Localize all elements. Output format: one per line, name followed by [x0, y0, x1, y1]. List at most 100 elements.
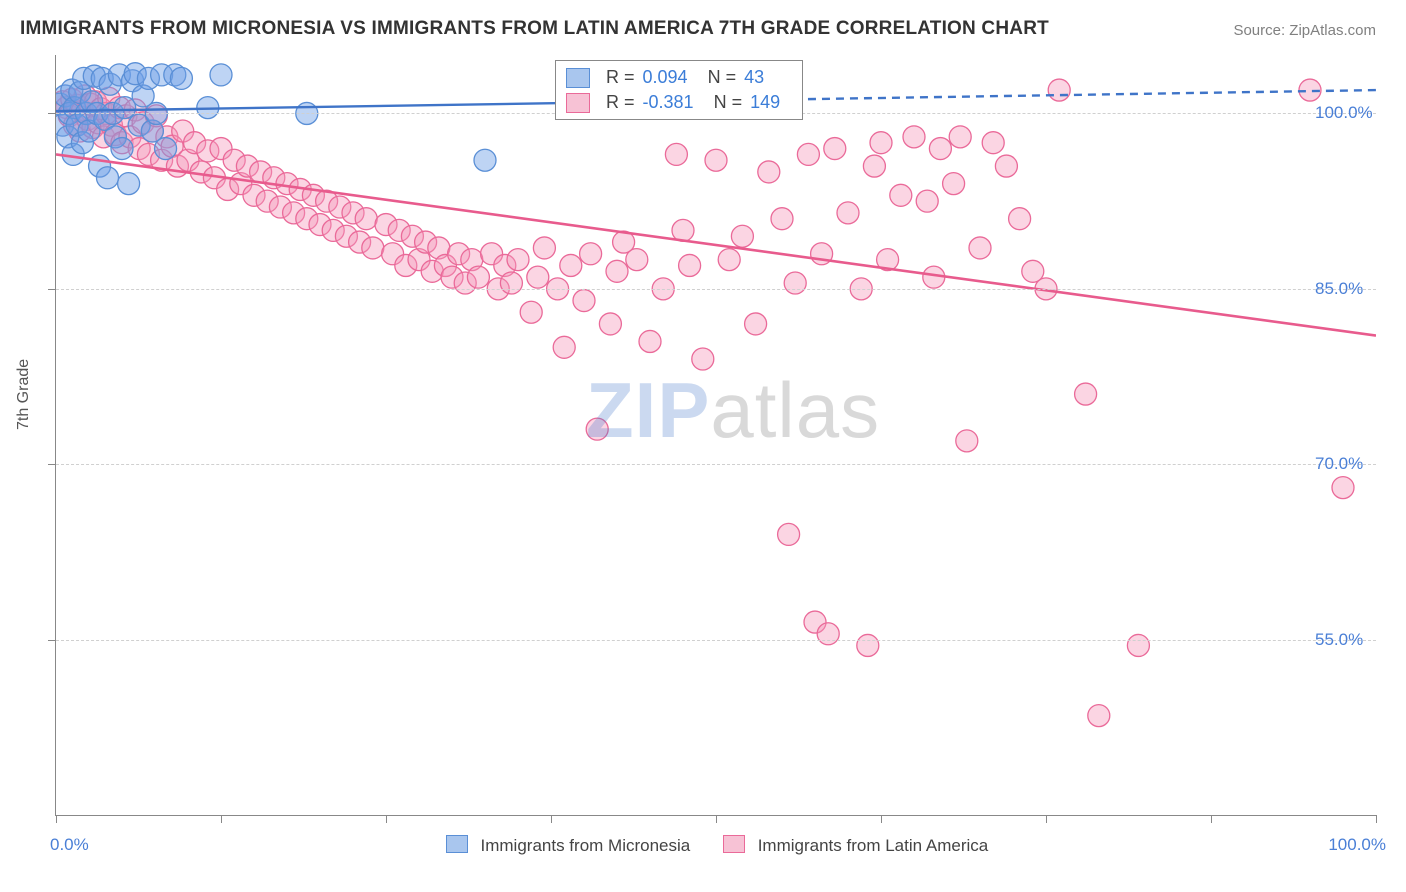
- data-point: [797, 143, 819, 165]
- data-point: [1009, 208, 1031, 230]
- data-point: [857, 634, 879, 656]
- x-tick: [881, 815, 882, 823]
- x-tick: [56, 815, 57, 823]
- data-point: [210, 64, 232, 86]
- series-immigrants-from-latin-america: [56, 79, 1354, 727]
- y-tick: [48, 464, 56, 465]
- data-point: [362, 237, 384, 259]
- y-axis-label: 7th Grade: [15, 359, 33, 430]
- data-point: [520, 301, 542, 323]
- y-tick-label: 70.0%: [1315, 454, 1363, 474]
- data-point: [560, 254, 582, 276]
- stats-legend-box: R = 0.094 N = 43 R = -0.381 N = 149: [555, 60, 803, 120]
- x-tick: [1046, 815, 1047, 823]
- data-point: [580, 243, 602, 265]
- y-tick: [48, 640, 56, 641]
- x-tick: [1376, 815, 1377, 823]
- data-point: [355, 208, 377, 230]
- data-point: [639, 330, 661, 352]
- y-tick: [48, 289, 56, 290]
- data-point: [679, 254, 701, 276]
- data-point: [527, 266, 549, 288]
- data-point: [771, 208, 793, 230]
- stats-N-label: N =: [714, 92, 743, 113]
- x-tick: [716, 815, 717, 823]
- stats-R-value-latin-america: -0.381: [643, 92, 694, 113]
- data-point: [916, 190, 938, 212]
- y-tick: [48, 113, 56, 114]
- data-point: [500, 272, 522, 294]
- data-point: [1127, 634, 1149, 656]
- data-point: [467, 266, 489, 288]
- stats-row-micronesia: R = 0.094 N = 43: [566, 65, 784, 90]
- data-point: [982, 132, 1004, 154]
- data-point: [705, 149, 727, 171]
- data-point: [606, 260, 628, 282]
- data-point: [553, 336, 575, 358]
- data-point: [870, 132, 892, 154]
- data-point: [837, 202, 859, 224]
- x-tick: [386, 815, 387, 823]
- legend-swatch-micronesia: [446, 835, 468, 853]
- stats-N-label: N =: [708, 67, 737, 88]
- data-point: [626, 249, 648, 271]
- stats-R-value-micronesia: 0.094: [643, 67, 688, 88]
- data-point: [784, 272, 806, 294]
- gridline-h: [56, 464, 1376, 465]
- source-label: Source: ZipAtlas.com: [1233, 22, 1376, 39]
- data-point: [586, 418, 608, 440]
- data-point: [949, 126, 971, 148]
- legend-label-micronesia: Immigrants from Micronesia: [481, 836, 691, 855]
- data-point: [817, 623, 839, 645]
- data-point: [969, 237, 991, 259]
- stats-R-label: R =: [606, 92, 635, 113]
- legend-label-latin-america: Immigrants from Latin America: [758, 836, 989, 855]
- trend-line-solid: [56, 154, 1376, 335]
- data-point: [1048, 79, 1070, 101]
- data-point: [745, 313, 767, 335]
- data-point: [507, 249, 529, 271]
- bottom-legend: Immigrants from Micronesia Immigrants fr…: [0, 835, 1406, 856]
- data-point: [995, 155, 1017, 177]
- stats-R-label: R =: [606, 67, 635, 88]
- data-point: [170, 67, 192, 89]
- data-point: [1332, 477, 1354, 499]
- data-point: [155, 138, 177, 160]
- data-point: [929, 138, 951, 160]
- data-point: [118, 173, 140, 195]
- data-point: [956, 430, 978, 452]
- data-point: [718, 249, 740, 271]
- y-tick-label: 100.0%: [1315, 103, 1373, 123]
- x-tick: [1211, 815, 1212, 823]
- stats-row-latin-america: R = -0.381 N = 149: [566, 90, 784, 115]
- stats-N-value-micronesia: 43: [744, 67, 764, 88]
- data-point: [111, 138, 133, 160]
- data-point: [1075, 383, 1097, 405]
- y-tick-label: 85.0%: [1315, 279, 1363, 299]
- stats-swatch-latin-america: [566, 93, 590, 113]
- data-point: [903, 126, 925, 148]
- data-point: [692, 348, 714, 370]
- stats-swatch-micronesia: [566, 68, 590, 88]
- x-tick: [221, 815, 222, 823]
- data-point: [533, 237, 555, 259]
- data-point: [731, 225, 753, 247]
- data-point: [672, 219, 694, 241]
- legend-swatch-latin-america: [723, 835, 745, 853]
- data-point: [1088, 705, 1110, 727]
- chart-title: IMMIGRANTS FROM MICRONESIA VS IMMIGRANTS…: [20, 18, 1049, 40]
- data-point: [96, 167, 118, 189]
- gridline-h: [56, 289, 1376, 290]
- plot-area: ZIPatlas: [55, 55, 1376, 816]
- gridline-h: [56, 640, 1376, 641]
- data-point: [665, 143, 687, 165]
- data-point: [474, 149, 496, 171]
- data-point: [599, 313, 621, 335]
- data-point: [890, 184, 912, 206]
- data-point: [863, 155, 885, 177]
- stats-N-value-latin-america: 149: [750, 92, 780, 113]
- data-point: [943, 173, 965, 195]
- data-point: [778, 523, 800, 545]
- plot-svg: [56, 55, 1376, 815]
- data-point: [758, 161, 780, 183]
